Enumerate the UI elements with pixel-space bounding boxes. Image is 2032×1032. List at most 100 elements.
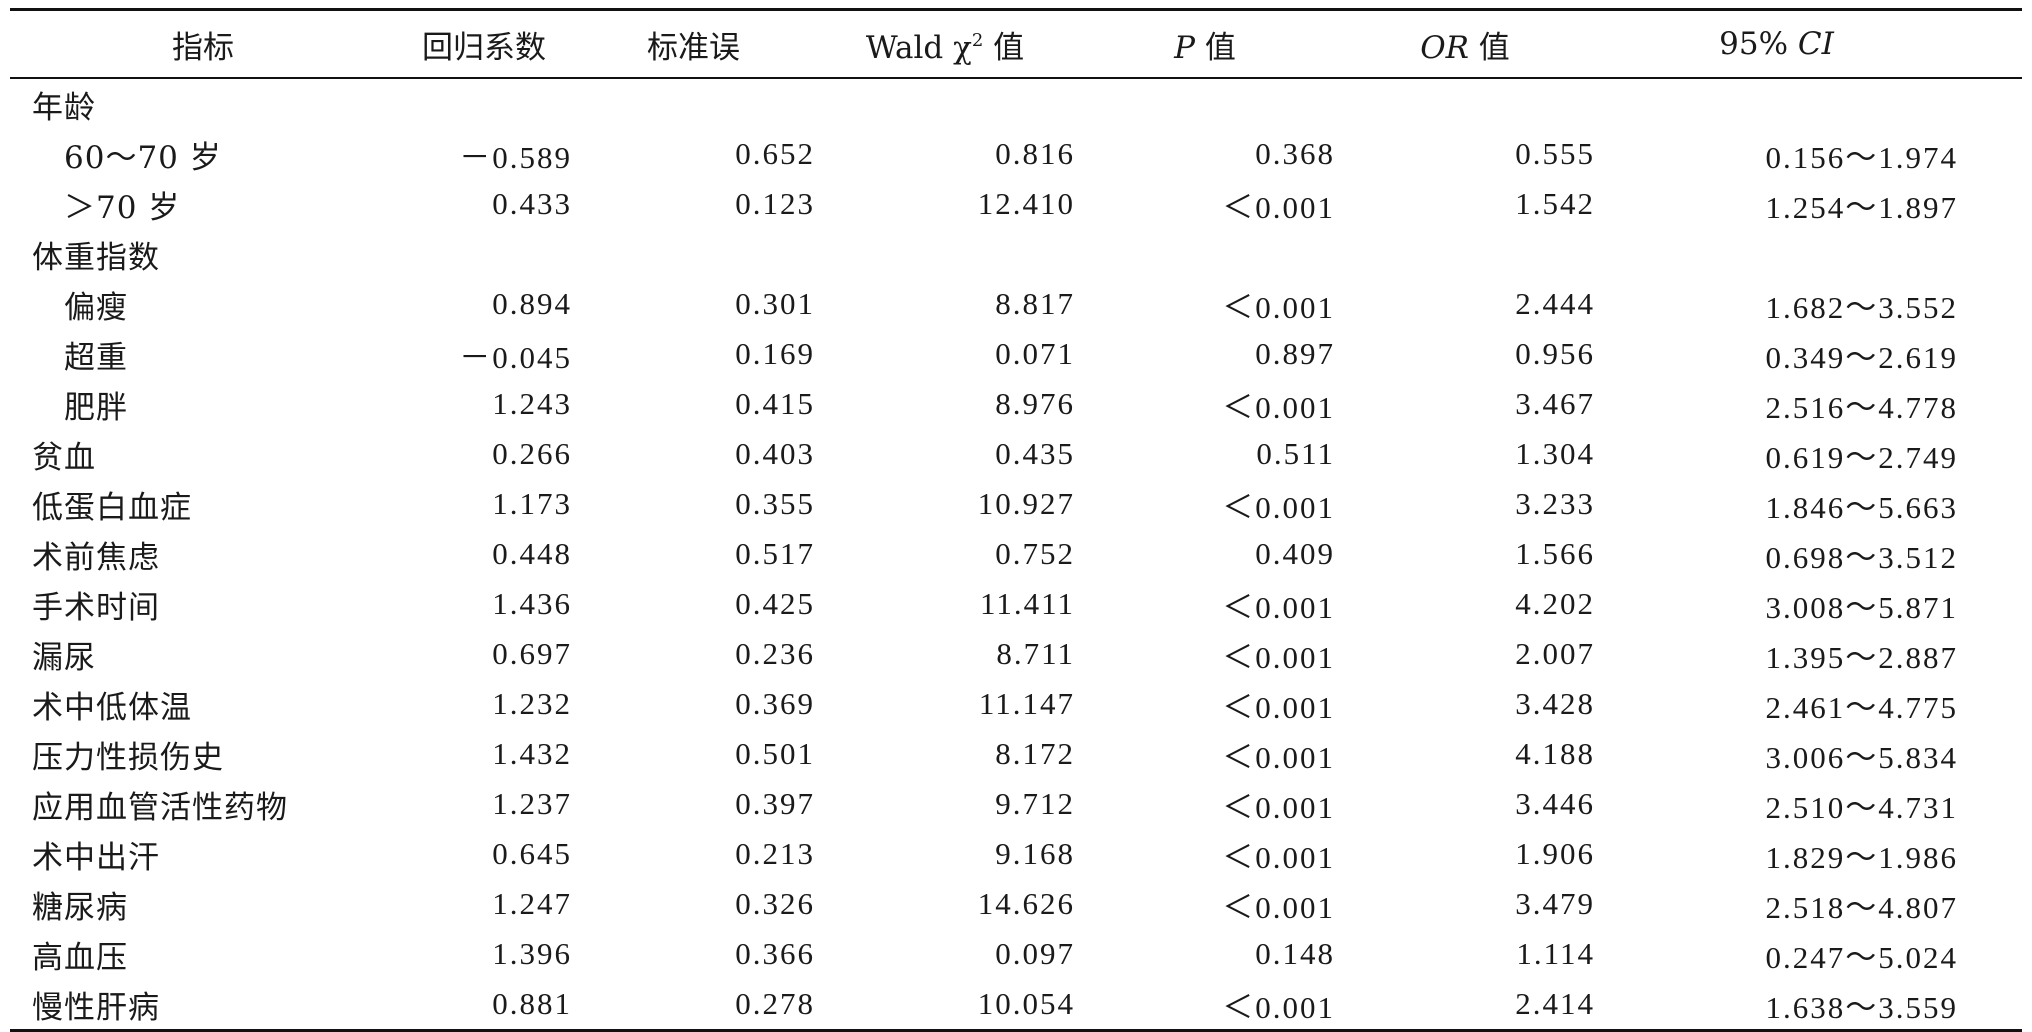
cell-ci: 0.247～5.024 [1765,939,1958,975]
cell-spacer [1958,229,2022,279]
table-row: 压力性损伤史 1.432 0.501 8.172 ＜0.001 4.188 3.006～5.… [10,729,2022,779]
header-wald: Wald χ2 值 [815,10,1075,79]
cell-or-value: 2.414 [1515,986,1595,1021]
cell-standard-error: 0.355 [735,486,815,521]
cell-or-value [1335,229,1595,279]
row-label: 偏瘦 [64,289,128,326]
row-label: 手术时间 [32,589,160,626]
row-label: 术中低体温 [32,689,192,726]
row-label: 慢性肝病 [32,989,160,1026]
row-label: 高血压 [32,939,128,976]
cell-wald: 0.816 [995,136,1075,171]
cell-coefficient: 0.881 [492,986,572,1021]
cell-wald: 8.172 [995,736,1075,771]
cell-or-value: 3.428 [1515,686,1595,721]
cell-coefficient: 0.697 [492,636,572,671]
row-label: 漏尿 [32,639,96,676]
cell-ci: 1.395～2.887 [1765,639,1958,675]
cell-standard-error [572,229,815,279]
cell-or-value: 4.202 [1515,586,1595,621]
cell-p-value: ＜0.001 [1222,289,1335,325]
table-row: 高血压 1.396 0.366 0.097 0.148 1.114 0.247～5.024 [10,929,2022,979]
cell-coefficient: 1.173 [492,486,572,521]
cell-wald [815,78,1075,129]
cell-coefficient: 1.232 [492,686,572,721]
cell-ci: 3.008～5.871 [1765,589,1958,625]
cell-wald: 8.976 [995,386,1075,421]
cell-spacer [1958,829,2022,879]
table-row: 术前焦虑 0.448 0.517 0.752 0.409 1.566 0.698～3.512 [10,529,2022,579]
cell-p-value: ＜0.001 [1222,639,1335,675]
header-indicator: 指标 [172,29,234,66]
cell-ci: 1.846～5.663 [1765,489,1958,525]
cell-p-value: ＜0.001 [1222,739,1335,775]
cell-or-value: 1.114 [1516,936,1595,971]
cell-wald [815,229,1075,279]
cell-p-value [1075,229,1335,279]
cell-spacer [1958,429,2022,479]
cell-p-value: ＜0.001 [1222,489,1335,525]
row-label: 术中出汗 [32,839,160,876]
cell-or-value: 0.956 [1515,336,1595,371]
cell-ci: 2.518～4.807 [1765,889,1958,925]
cell-p-value: ＜0.001 [1222,689,1335,725]
cell-standard-error: 0.366 [735,936,815,971]
cell-or-value: 2.444 [1515,286,1595,321]
cell-coefficient: 0.894 [492,286,572,321]
header-ci: 95% CI [1595,10,1958,79]
cell-coefficient: 0.266 [492,436,572,471]
cell-standard-error: 0.369 [735,686,815,721]
table-row: 贫血 0.266 0.403 0.435 0.511 1.304 0.619～2.749 [10,429,2022,479]
cell-spacer [1958,329,2022,379]
cell-p-value: ＜0.001 [1222,789,1335,825]
header-or-italic: OR [1420,29,1469,66]
cell-ci: 0.156～1.974 [1765,139,1958,175]
cell-wald: 10.054 [977,986,1075,1021]
cell-standard-error: 0.403 [735,436,815,471]
cell-wald: 0.071 [995,336,1075,371]
cell-standard-error: 0.169 [735,336,815,371]
cell-coefficient [396,229,572,279]
cell-ci: 2.516～4.778 [1765,389,1958,425]
header-or-value: OR 值 [1335,10,1595,79]
cell-spacer [1958,879,2022,929]
cell-spacer [1958,279,2022,329]
cell-wald: 9.712 [995,786,1075,821]
header-standard-error: 标准误 [647,29,740,66]
row-label: 60～70 岁 [64,139,222,176]
cell-ci: 1.829～1.986 [1765,839,1958,875]
row-label: 超重 [64,339,128,376]
cell-coefficient: －0.589 [459,139,572,175]
cell-wald: 0.752 [995,536,1075,571]
row-label: 糖尿病 [32,889,128,926]
cell-coefficient: 1.243 [492,386,572,421]
table-row: 超重 －0.045 0.169 0.071 0.897 0.956 0.349～2.619 [10,329,2022,379]
cell-p-value [1075,78,1335,129]
header-wald-prefix: Wald χ [865,29,972,66]
cell-spacer [1958,129,2022,179]
cell-or-value: 3.233 [1515,486,1595,521]
cell-p-value: ＜0.001 [1222,889,1335,925]
cell-spacer [1958,78,2022,129]
cell-standard-error: 0.652 [735,136,815,171]
header-p-suffix: 值 [1195,29,1236,66]
cell-p-value: 0.511 [1256,436,1335,471]
cell-spacer [1958,679,2022,729]
cell-or-value: 3.446 [1515,786,1595,821]
cell-spacer [1958,979,2022,1031]
table-row: 手术时间 1.436 0.425 11.411 ＜0.001 4.202 3.008～5.8… [10,579,2022,629]
row-label: 低蛋白血症 [32,489,192,526]
cell-wald: 14.626 [977,886,1075,921]
cell-coefficient: 1.237 [492,786,572,821]
cell-standard-error: 0.397 [735,786,815,821]
header-or-suffix: 值 [1468,29,1510,66]
header-ci-italic: CI [1797,26,1834,62]
cell-spacer [1958,379,2022,429]
cell-or-value: 3.467 [1515,386,1595,421]
cell-wald: 11.411 [980,586,1075,621]
cell-p-value: ＜0.001 [1222,839,1335,875]
cell-p-value: ＜0.001 [1222,989,1335,1025]
cell-standard-error: 0.278 [735,986,815,1021]
cell-ci: 1.254～1.897 [1765,189,1958,225]
regression-table-container: 指标 回归系数 标准误 Wald χ2 值 P 值 OR 值 95% CI 年龄… [10,8,2022,1032]
